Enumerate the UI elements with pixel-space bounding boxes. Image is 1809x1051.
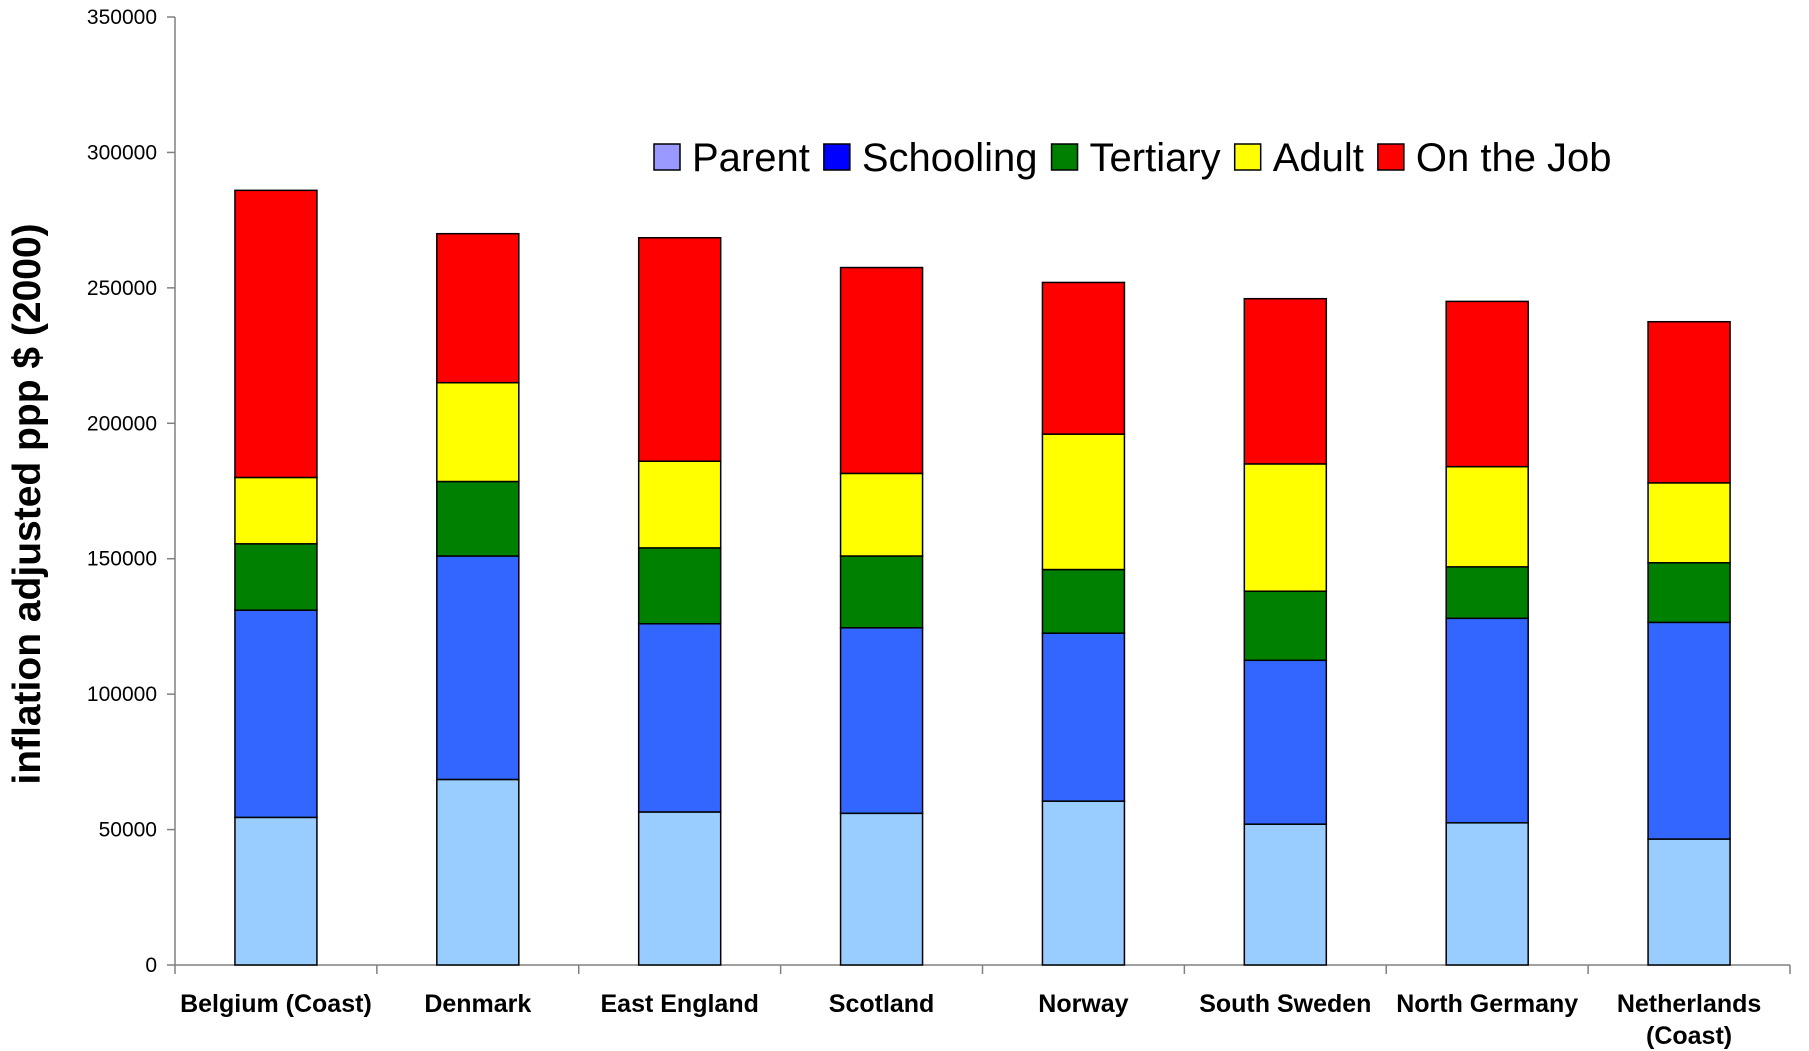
legend-label: On the Job [1416,136,1612,180]
y-axis-label: inflation adjusted ppp $ (2000) [6,223,49,784]
bar-segment-adult [839,472,924,557]
bar-segment-parent [1647,838,1731,966]
legend-swatch-parent [653,143,681,171]
bar-segment-adult [637,460,722,549]
legend: Parent Schooling Tertiary Adult On the Job [653,136,1612,180]
bar-segment-schooling [436,555,520,781]
legend-swatch-schooling [823,143,851,171]
bar-segment-tertiary [839,555,924,629]
bar-segment-parent [1041,800,1126,966]
bar-segment-tertiary [234,543,318,611]
bar-segment-schooling [1041,632,1126,802]
legend-swatch-adult [1233,143,1262,171]
bar-segment-schooling [1647,621,1731,840]
bar-segment-on-the-job [234,189,318,479]
bar-segment-adult [436,381,520,483]
x-tick-labels: Belgium (Coast) Denmark East England Scotla… [180,990,1761,1050]
bars [234,189,1731,966]
y-tick-label: 50000 [99,819,157,842]
x-tick-label: Norway [1038,990,1128,1018]
legend-swatch-tertiary [1050,143,1079,171]
y-axis-label-group: inflation adjusted ppp $ (2000) [6,223,49,784]
bar-segment-schooling [637,622,722,813]
legend-label: Adult [1273,136,1364,180]
bar-segment-adult [234,476,318,545]
bar-segment-tertiary [1647,562,1731,624]
legend-swatch-on-the-job [1377,143,1405,171]
x-tick-label: North Germany [1396,990,1578,1018]
y-tick-label: 100000 [87,683,157,706]
bar-segment-parent [234,816,318,966]
bar-segment-on-the-job [1041,281,1126,435]
bar-segment-schooling [839,627,924,815]
y-tick-label: 300000 [87,141,157,164]
bar-segment-parent [839,812,924,966]
bar-segment-on-the-job [1243,297,1328,465]
bar-segment-on-the-job [436,232,520,384]
x-tick-label: Belgium (Coast) [180,990,372,1018]
bar-segment-on-the-job [1445,300,1529,468]
x-tick-label: Denmark [424,990,531,1018]
bar-segment-adult [1445,465,1529,568]
bar-segment-schooling [1445,617,1529,824]
x-tick-label: Scotland [829,990,935,1018]
bar-segment-on-the-job [1647,320,1731,484]
bar-segment-on-the-job [839,266,924,475]
bar-segment-tertiary [1041,568,1126,634]
bar-segment-adult [1243,463,1328,592]
axes: 0 50000 100000 150000 200000 250000 300000 3500… [87,6,1791,977]
x-tick-label: (Coast) [1646,1022,1732,1050]
legend-label: Tertiary [1090,136,1221,180]
y-tick-label: 200000 [87,412,157,435]
bar-segment-parent [1243,823,1328,966]
y-tick-label: 150000 [87,548,157,571]
x-tick-label: East England [601,990,759,1018]
bar-segment-tertiary [436,480,520,557]
bar-segment-tertiary [1445,566,1529,620]
bar-segment-schooling [1243,659,1328,825]
legend-label: Schooling [862,136,1038,180]
bar-segment-on-the-job [637,236,722,462]
x-tick-label: South Sweden [1199,990,1371,1018]
bar-segment-tertiary [637,547,722,625]
bar-segment-adult [1041,433,1126,571]
bar-segment-parent [1445,822,1529,966]
bar-segment-parent [637,811,722,966]
y-tick-label: 350000 [87,6,157,29]
legend-label: Parent [692,136,810,180]
bar-segment-adult [1647,482,1731,564]
bar-segment-parent [436,778,520,966]
bar-segment-schooling [234,609,318,819]
y-tick-label: 0 [145,954,157,977]
x-tick-label: Netherlands [1617,990,1761,1018]
y-tick-label: 250000 [87,277,157,300]
bar-segment-tertiary [1243,590,1328,662]
